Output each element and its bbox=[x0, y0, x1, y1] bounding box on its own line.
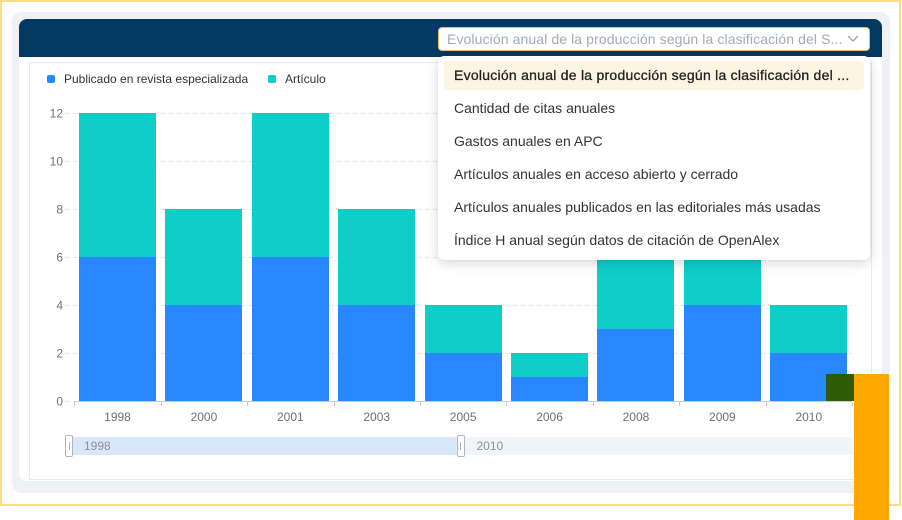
y-tick-label: 2 bbox=[56, 347, 63, 361]
bar-segment[interactable] bbox=[511, 353, 588, 377]
x-tick-label: 2001 bbox=[277, 410, 304, 424]
x-tick-label: 1998 bbox=[104, 410, 131, 424]
dropdown-option-editoriales[interactable]: Artículos anuales publicados en las edit… bbox=[454, 199, 821, 215]
bar-segment[interactable] bbox=[252, 113, 329, 257]
data-zoom-selected-range[interactable] bbox=[69, 437, 461, 455]
x-tick-label: 2000 bbox=[191, 410, 218, 424]
grip-icon bbox=[68, 442, 70, 450]
bar-segment[interactable] bbox=[770, 305, 847, 353]
overlay-orange-block bbox=[854, 374, 889, 520]
data-zoom-end-label: 2010 bbox=[476, 439, 504, 453]
bar-segment[interactable] bbox=[79, 113, 156, 257]
bar-segment[interactable] bbox=[252, 257, 329, 401]
bar-segment[interactable] bbox=[597, 257, 674, 329]
chart-type-select[interactable]: Evolución anual de la producción según l… bbox=[438, 27, 870, 51]
x-tick-label: 2006 bbox=[536, 410, 563, 424]
chevron-down-icon bbox=[847, 35, 859, 42]
bar-segment[interactable] bbox=[79, 257, 156, 401]
dropdown-option-acceso-abierto[interactable]: Artículos anuales en acceso abierto y ce… bbox=[454, 166, 739, 182]
data-zoom-handle-start[interactable] bbox=[65, 435, 73, 457]
x-tick-label: 2005 bbox=[450, 410, 477, 424]
bar-segment[interactable] bbox=[338, 209, 415, 305]
dropdown-option-evolucion-produccion[interactable]: Evolución anual de la producción según l… bbox=[444, 61, 864, 90]
legend-label: Publicado en revista especializada bbox=[64, 72, 249, 86]
x-tick-label: 2009 bbox=[709, 410, 736, 424]
bar-segment[interactable] bbox=[511, 377, 588, 401]
dropdown-option-indice-h[interactable]: Índice H anual según datos de citación d… bbox=[454, 232, 780, 248]
overlay-green-block bbox=[826, 374, 854, 401]
bar-segment[interactable] bbox=[425, 353, 502, 401]
bar-segment[interactable] bbox=[165, 305, 242, 401]
x-tick-label: 2008 bbox=[623, 410, 650, 424]
y-tick-label: 4 bbox=[56, 299, 63, 313]
data-zoom-handle-end[interactable] bbox=[456, 435, 465, 457]
legend-swatch-blue bbox=[47, 75, 55, 83]
outer-frame bbox=[0, 0, 901, 506]
chart-type-dropdown: Evolución anual de la producción según l… bbox=[438, 56, 870, 260]
dropdown-option-citas-anuales[interactable]: Cantidad de citas anuales bbox=[454, 100, 616, 116]
legend-label: Artículo bbox=[285, 72, 326, 86]
grip-icon bbox=[460, 442, 461, 450]
bar-segment[interactable] bbox=[597, 329, 674, 401]
y-tick-label: 0 bbox=[56, 395, 63, 409]
x-tick-label: 2010 bbox=[795, 410, 822, 424]
chart-type-select-value: Evolución anual de la producción según l… bbox=[447, 31, 843, 47]
card-header: Evolución anual de la producción según l… bbox=[19, 19, 882, 57]
data-zoom-start-label: 1998 bbox=[84, 439, 111, 453]
y-tick-label: 6 bbox=[56, 251, 63, 265]
y-tick-label: 8 bbox=[56, 203, 63, 217]
legend-item-articulo[interactable]: Artículo bbox=[268, 71, 326, 87]
dropdown-option-gastos-apc[interactable]: Gastos anuales en APC bbox=[454, 133, 603, 149]
bar-segment[interactable] bbox=[338, 305, 415, 401]
y-tick-label: 12 bbox=[50, 107, 64, 121]
bar-segment[interactable] bbox=[425, 305, 502, 353]
bar-segment[interactable] bbox=[684, 305, 761, 401]
x-tick-label: 2003 bbox=[363, 410, 390, 424]
legend-item-publicado-revista[interactable]: Publicado en revista especializada bbox=[47, 71, 248, 87]
bar-segment[interactable] bbox=[165, 209, 242, 305]
y-tick-label: 10 bbox=[50, 155, 64, 169]
legend-swatch-teal bbox=[268, 75, 276, 83]
